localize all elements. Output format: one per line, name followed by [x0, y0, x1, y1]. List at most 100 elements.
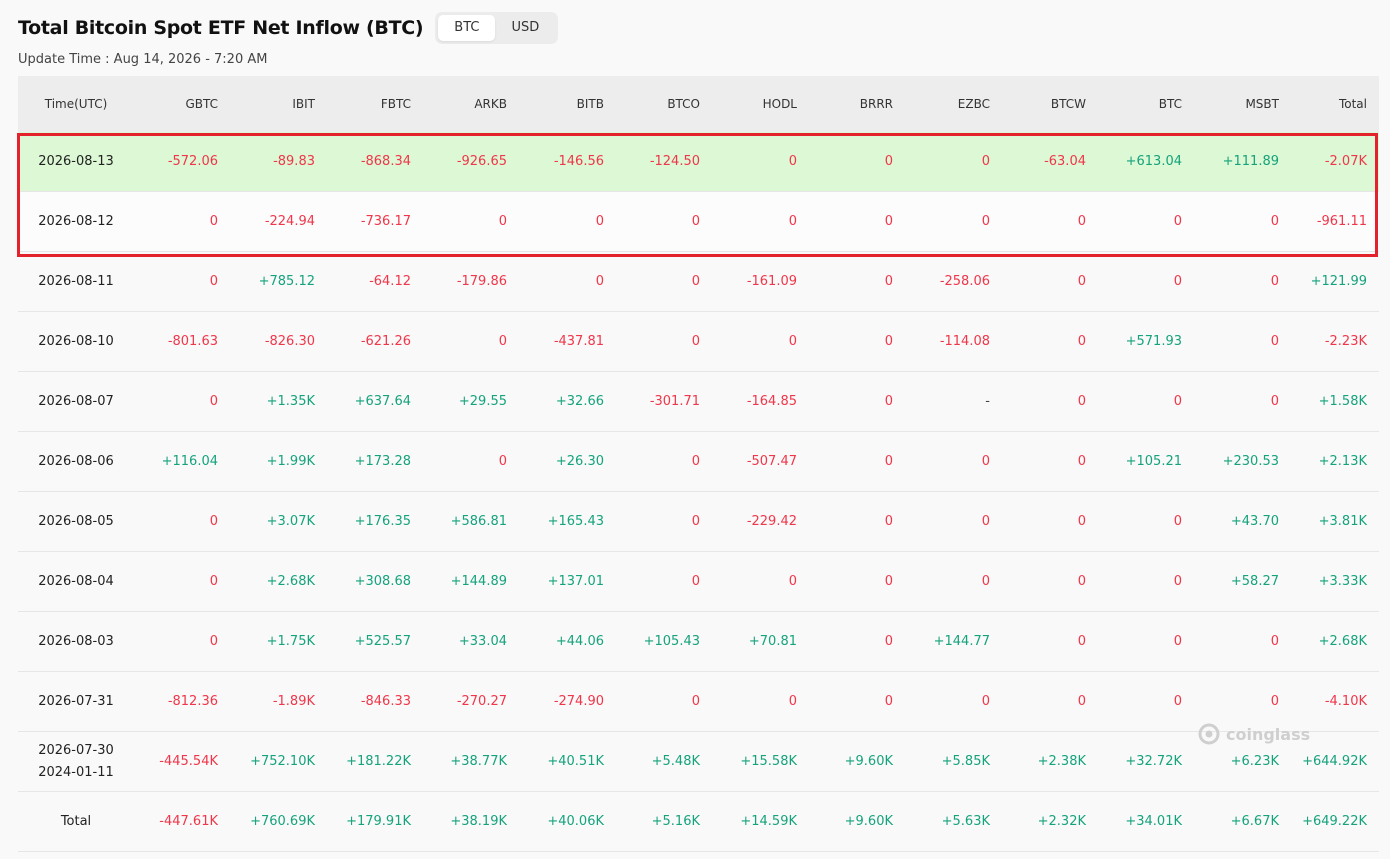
flow-cell-arkb: -926.65 [423, 132, 519, 192]
flow-cell-ezbc: 0 [905, 491, 1002, 552]
flow-cell-fbtc: +181.22K [327, 731, 423, 792]
column-header-btcw[interactable]: BTCW [1002, 76, 1098, 132]
flow-cell-hodl: 0 [712, 311, 809, 372]
flow-cell-total: +2.68K [1291, 611, 1379, 672]
flow-cell-btco: -301.71 [616, 371, 712, 432]
flow-cell-gbtc: 0 [134, 551, 230, 612]
table-row: 2026-08-07 0 +1.35K +637.64 +29.55 +32.66 -301… [18, 371, 1379, 432]
column-header-hodl[interactable]: HODL [712, 76, 809, 132]
column-header-gbtc[interactable]: GBTC [134, 76, 230, 132]
flow-cell-fbtc: -868.34 [327, 132, 423, 192]
flow-cell-btc: 0 [1098, 611, 1194, 672]
flow-cell-brrr: 0 [809, 431, 905, 492]
flow-cell-total: -4.10K [1291, 671, 1379, 732]
flow-cell-fbtc: +308.68 [327, 551, 423, 612]
date-text: 2026-08-10 [38, 333, 114, 349]
column-header-fbtc[interactable]: FBTC [327, 76, 423, 132]
date-cell: Total [18, 791, 134, 852]
table-row: 2026-07-30 2024-01-11 -445.54K +752.10K +181… [18, 731, 1379, 792]
flow-cell-total: -2.07K [1291, 132, 1379, 192]
flow-cell-ibit: +2.68K [230, 551, 327, 612]
flow-cell-hodl: 0 [712, 671, 809, 732]
table-body: 2026-08-13 -572.06 -89.83 -868.34 -926.65 -14… [18, 132, 1379, 852]
flow-cell-gbtc: 0 [134, 611, 230, 672]
flow-cell-ibit: +785.12 [230, 251, 327, 312]
table-row: 2026-07-31 -812.36 -1.89K -846.33 -270.27 -27… [18, 671, 1379, 732]
flow-cell-arkb: +586.81 [423, 491, 519, 552]
flow-cell-brrr: 0 [809, 491, 905, 552]
coinglass-logo-icon [1198, 723, 1220, 745]
flow-cell-btc: +34.01K [1098, 791, 1194, 852]
flow-cell-ezbc: 0 [905, 671, 1002, 732]
flow-cell-btc: +571.93 [1098, 311, 1194, 372]
flow-cell-total: +2.13K [1291, 431, 1379, 492]
date-cell: 2026-07-30 2024-01-11 [18, 731, 134, 792]
flow-cell-hodl: -229.42 [712, 491, 809, 552]
flow-cell-msbt: 0 [1194, 371, 1291, 432]
currency-toggle[interactable]: BTC USD [435, 12, 559, 44]
flow-cell-arkb: -179.86 [423, 251, 519, 312]
column-header-ibit[interactable]: IBIT [230, 76, 327, 132]
flow-cell-ibit: +752.10K [230, 731, 327, 792]
flow-cell-btcw: 0 [1002, 191, 1098, 252]
flow-cell-hodl: 0 [712, 132, 809, 192]
flow-cell-total: +3.33K [1291, 551, 1379, 612]
etf-flow-table: Time(UTC) GBTC IBIT FBTC ARKB BITB BTCO HODL BRR… [18, 76, 1379, 852]
flow-cell-gbtc: -445.54K [134, 731, 230, 792]
column-header-total[interactable]: Total [1291, 76, 1379, 132]
flow-cell-bitb: +165.43 [519, 491, 616, 552]
column-header-ezbc[interactable]: EZBC [905, 76, 1002, 132]
column-header-bitb[interactable]: BITB [519, 76, 616, 132]
date-text: Total [60, 813, 92, 829]
flow-cell-hodl: +15.58K [712, 731, 809, 792]
flow-cell-arkb: -270.27 [423, 671, 519, 732]
table-row: 2026-08-10 -801.63 -826.30 -621.26 0 -437.81 0… [18, 311, 1379, 372]
flow-cell-btcw: 0 [1002, 251, 1098, 312]
flow-cell-btco: +5.48K [616, 731, 712, 792]
page-header: Total Bitcoin Spot ETF Net Inflow (BTC) … [18, 12, 559, 44]
column-header-btc[interactable]: BTC [1098, 76, 1194, 132]
flow-cell-btcw: 0 [1002, 431, 1098, 492]
flow-cell-hodl: +70.81 [712, 611, 809, 672]
column-header-arkb[interactable]: ARKB [423, 76, 519, 132]
flow-cell-arkb: +38.77K [423, 731, 519, 792]
date-cell: 2026-08-06 [18, 431, 134, 492]
flow-cell-arkb: +33.04 [423, 611, 519, 672]
flow-cell-ezbc: 0 [905, 132, 1002, 192]
flow-cell-ibit: +1.75K [230, 611, 327, 672]
flow-cell-gbtc: 0 [134, 371, 230, 432]
flow-cell-bitb: -274.90 [519, 671, 616, 732]
flow-cell-brrr: 0 [809, 311, 905, 372]
flow-cell-btcw: 0 [1002, 611, 1098, 672]
flow-cell-brrr: +9.60K [809, 791, 905, 852]
flow-cell-ezbc: +5.85K [905, 731, 1002, 792]
flow-cell-btcw: 0 [1002, 491, 1098, 552]
date-text-secondary: 2024-01-11 [38, 764, 114, 780]
table-row: 2026-08-05 0 +3.07K +176.35 +586.81 +165.43 0-… [18, 491, 1379, 552]
flow-cell-ezbc: +5.63K [905, 791, 1002, 852]
column-header-brrr[interactable]: BRRR [809, 76, 905, 132]
column-header-time-utc[interactable]: Time(UTC) [18, 76, 134, 132]
flow-cell-msbt: 0 [1194, 311, 1291, 372]
flow-cell-msbt: +111.89 [1194, 132, 1291, 192]
flow-cell-hodl: -164.85 [712, 371, 809, 432]
flow-cell-msbt: +58.27 [1194, 551, 1291, 612]
toggle-usd-button[interactable]: USD [511, 20, 540, 35]
date-cell: 2026-07-31 [18, 671, 134, 732]
date-text: 2026-08-07 [38, 393, 114, 409]
flow-cell-msbt: 0 [1194, 251, 1291, 312]
flow-cell-btc: 0 [1098, 251, 1194, 312]
flow-cell-ezbc: 0 [905, 431, 1002, 492]
column-header-btco[interactable]: BTCO [616, 76, 712, 132]
toggle-btc-button[interactable]: BTC [438, 15, 496, 41]
column-header-msbt[interactable]: MSBT [1194, 76, 1291, 132]
update-time: Update Time : Aug 14, 2026 - 7:20 AM [18, 52, 268, 67]
flow-cell-fbtc: +176.35 [327, 491, 423, 552]
flow-cell-hodl: -507.47 [712, 431, 809, 492]
flow-cell-msbt: 0 [1194, 611, 1291, 672]
table-row: 2026-08-04 0 +2.68K +308.68 +144.89 +137.01 0 0… [18, 551, 1379, 612]
date-cell: 2026-08-05 [18, 491, 134, 552]
flow-cell-hodl: 0 [712, 191, 809, 252]
flow-cell-arkb: +38.19K [423, 791, 519, 852]
date-text: 2026-08-12 [38, 213, 114, 229]
